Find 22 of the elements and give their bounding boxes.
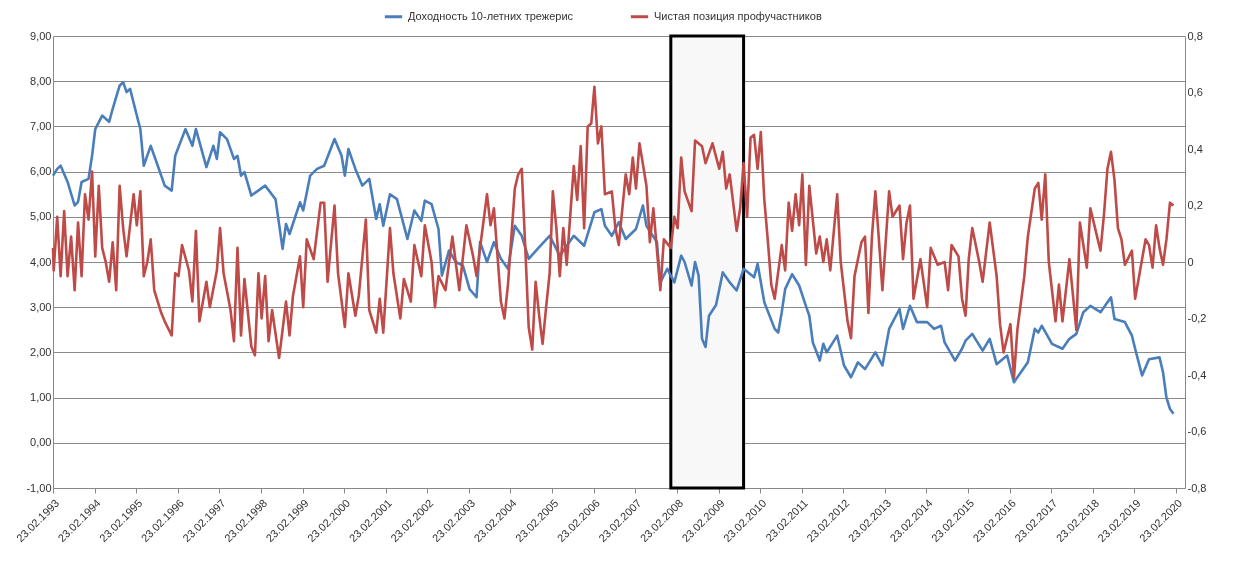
y-tick-label: 5,00 bbox=[30, 210, 52, 223]
y-tick-label: 7,00 bbox=[30, 119, 52, 132]
y-tick-label: 6,00 bbox=[30, 165, 52, 178]
y2-tick-label: -0,2 bbox=[1187, 312, 1207, 324]
y-tick-label: 1,00 bbox=[30, 391, 52, 404]
y-tick-label: 8,00 bbox=[30, 74, 52, 87]
y-tick-label: 2,00 bbox=[30, 345, 52, 358]
y-tick-label: 4,00 bbox=[30, 255, 52, 268]
y2-tick-label: 0,2 bbox=[1187, 199, 1203, 211]
y2-tick-label: 0,6 bbox=[1187, 86, 1203, 98]
y2-tick-label: -0,6 bbox=[1187, 425, 1207, 437]
y-tick-label: -1,00 bbox=[26, 481, 52, 494]
y2-tick-label: -0,4 bbox=[1187, 368, 1207, 381]
y2-tick-label: 0,8 bbox=[1187, 29, 1203, 42]
legend-label: Чистая позиция профучастников bbox=[654, 9, 822, 22]
y2-tick-label: 0 bbox=[1187, 255, 1194, 268]
legend-label: Доходность 10-летних трежерис bbox=[408, 9, 574, 22]
y-tick-label: 3,00 bbox=[30, 300, 52, 313]
y-tick-label: 9,00 bbox=[30, 29, 52, 42]
y2-tick-label: 0,4 bbox=[1187, 142, 1203, 155]
y-tick-label: 0,00 bbox=[30, 436, 52, 449]
y2-tick-label: -0,8 bbox=[1187, 481, 1207, 494]
